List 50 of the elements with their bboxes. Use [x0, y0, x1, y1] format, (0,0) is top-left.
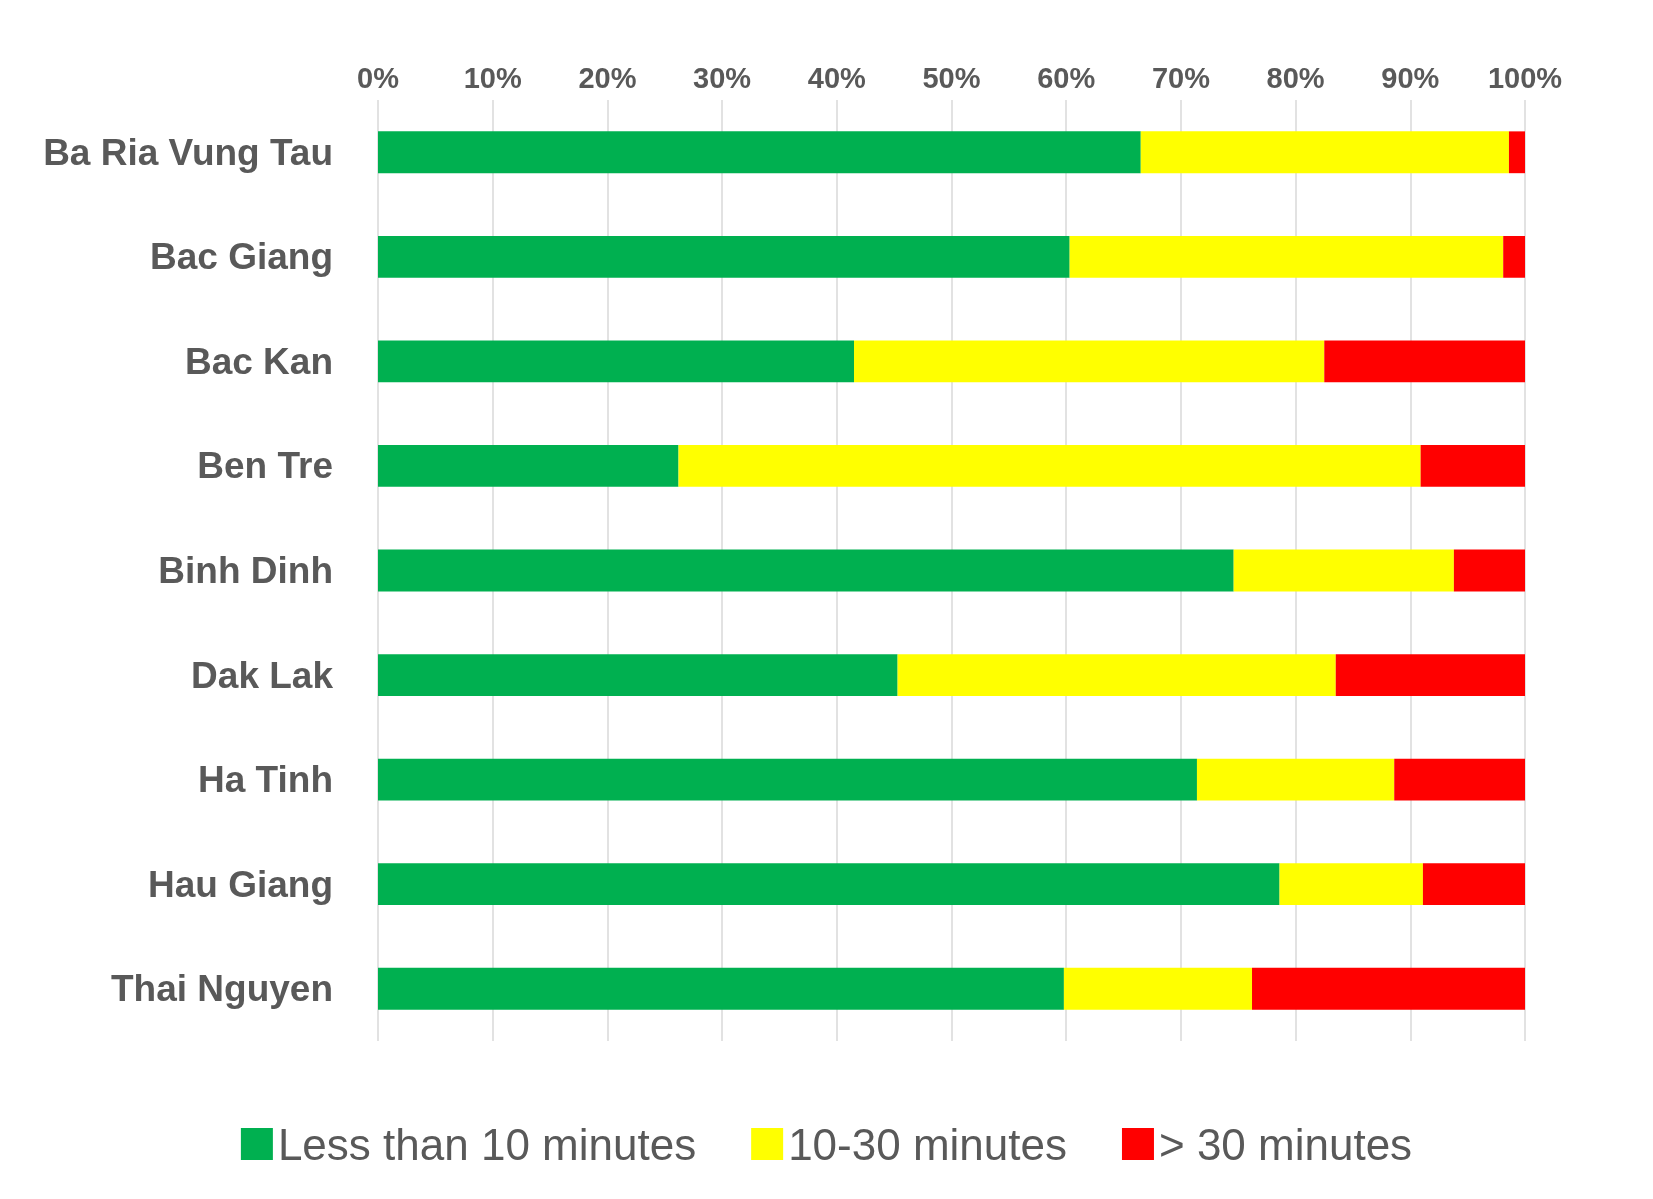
- bar: [1508, 131, 1525, 174]
- bar: [1422, 863, 1525, 906]
- bar: [1279, 863, 1423, 906]
- bar: [378, 758, 1197, 801]
- bar: [378, 967, 1064, 1010]
- bar: [1252, 967, 1525, 1010]
- bar: [378, 445, 679, 487]
- bar: [1335, 654, 1525, 696]
- x-tick-label: 10%: [463, 61, 522, 94]
- y-tick-label: Ha Tinh: [198, 759, 333, 801]
- bar: [1453, 549, 1525, 592]
- bar: [1324, 340, 1525, 383]
- bar: [1503, 235, 1525, 278]
- bar: [378, 340, 855, 383]
- y-tick-label: Bac Kan: [184, 340, 333, 382]
- bar: [678, 445, 1421, 487]
- bar: [378, 131, 1141, 174]
- x-tick-label: 50%: [922, 61, 981, 94]
- bar: [378, 863, 1280, 906]
- legend-label: > 30 minutes: [1158, 1119, 1413, 1169]
- x-tick-label: 90%: [1381, 61, 1440, 94]
- bar: [378, 235, 1070, 278]
- legend-label: Less than 10 minutes: [277, 1119, 697, 1169]
- x-tick-label: 0%: [357, 61, 400, 94]
- y-tick-label: Hau Giang: [147, 863, 333, 905]
- y-tick-label: Ben Tre: [197, 445, 333, 487]
- bar: [854, 340, 1325, 383]
- legend-label: 10-30 minutes: [788, 1119, 1067, 1169]
- bar: [1063, 967, 1253, 1010]
- bar: [1394, 758, 1525, 801]
- x-tick-label: 100%: [1487, 61, 1563, 94]
- bar: [1069, 235, 1504, 278]
- y-tick-label: Ba Ria Vung Tau: [43, 131, 333, 173]
- x-tick-label: 20%: [578, 61, 637, 94]
- bar: [897, 654, 1336, 696]
- y-tick-label: Dak Lak: [191, 654, 334, 696]
- y-tick-label: Binh Dinh: [158, 550, 333, 591]
- x-tick-label: 80%: [1266, 61, 1325, 94]
- bar: [1196, 758, 1395, 801]
- bar: [378, 549, 1234, 592]
- x-tick-label: 30%: [693, 61, 752, 94]
- bar: [1420, 445, 1525, 487]
- x-tick-label: 40%: [807, 61, 867, 94]
- bar: [378, 654, 898, 696]
- x-tick-label: 60%: [1037, 61, 1096, 94]
- x-tick-label: 70%: [1151, 61, 1211, 94]
- y-tick-label: Thai Nguyen: [110, 968, 333, 1010]
- bar: [1233, 549, 1454, 592]
- y-tick-label: Bac Giang: [150, 236, 333, 278]
- bar: [1140, 131, 1509, 174]
